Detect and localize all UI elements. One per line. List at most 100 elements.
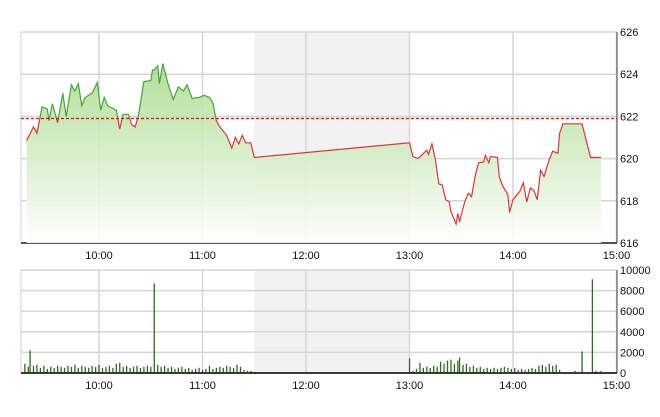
volume-bar (507, 368, 508, 373)
volume-bar (542, 365, 543, 373)
volume-bar (531, 368, 532, 373)
x-tick-label: 12:00 (292, 250, 320, 262)
y-tick-label: 4000 (620, 327, 644, 339)
volume-bar (538, 366, 539, 373)
volume-bar (487, 368, 488, 373)
y-tick-label: 618 (620, 196, 638, 208)
volume-bar (64, 368, 65, 373)
volume-bar (419, 363, 420, 373)
volume-bar (469, 367, 470, 373)
volume-bar (198, 368, 199, 373)
volume-bar (57, 366, 58, 373)
volume-bar (466, 364, 467, 373)
volume-bar (74, 365, 75, 373)
volume-bar (240, 367, 241, 373)
volume-bar (500, 368, 501, 373)
volume-bar (150, 367, 151, 373)
volume-bar (60, 367, 61, 373)
volume-bar (178, 368, 179, 373)
volume-bar (36, 365, 37, 373)
volume-bar (116, 364, 117, 373)
x-tick-label: 15:00 (603, 380, 631, 392)
volume-bar (430, 368, 431, 373)
volume-bar (181, 367, 182, 373)
y-tick-label: 10000 (620, 265, 651, 277)
volume-bar (545, 367, 546, 373)
volume-bar (437, 367, 438, 373)
volume-bar (28, 367, 29, 373)
volume-bar (67, 366, 68, 373)
volume-bar (476, 368, 477, 373)
volume-bar (88, 368, 89, 373)
volume-bar (426, 367, 427, 373)
volume-bar (233, 368, 234, 373)
volume-bar (223, 368, 224, 373)
volume-bar (581, 351, 582, 373)
volume-bar (102, 368, 103, 373)
volume-bar (592, 279, 593, 373)
volume-bar (147, 366, 148, 373)
volume-bar (552, 366, 553, 373)
volume-bar (167, 368, 168, 373)
volume-bar (129, 368, 130, 373)
volume-bar (133, 367, 134, 373)
volume-bar (92, 366, 93, 373)
volume-bar (230, 367, 231, 373)
y-tick-label: 626 (620, 27, 638, 39)
volume-bar (40, 368, 41, 373)
volume-bar (409, 359, 410, 373)
volume-bar (443, 364, 444, 373)
volume-bar (473, 366, 474, 373)
x-tick-label: 13:00 (396, 380, 424, 392)
y-tick-label: 8000 (620, 286, 644, 298)
x-tick-label: 13:00 (396, 250, 424, 262)
y-tick-label: 6000 (620, 306, 644, 318)
volume-bar (143, 367, 144, 373)
volume-bar (29, 350, 30, 373)
volume-bar (157, 365, 158, 373)
volume-bar (459, 358, 460, 373)
volume-bar (423, 368, 424, 373)
volume-bar (462, 365, 463, 373)
volume-bar (188, 368, 189, 373)
x-tick-label: 10:00 (85, 250, 113, 262)
volume-bar (109, 366, 110, 373)
x-tick-label: 14:00 (499, 250, 527, 262)
volume-bar (24, 364, 25, 373)
volume-bar (480, 367, 481, 373)
volume-bar (164, 366, 165, 373)
volume-bar (123, 367, 124, 373)
volume-bar (140, 368, 141, 373)
x-tick-label: 15:00 (603, 250, 631, 262)
volume-bar (171, 367, 172, 373)
volume-bar (33, 366, 34, 373)
volume-bar (450, 360, 451, 373)
x-tick-label: 12:00 (292, 380, 320, 392)
volume-bar (95, 367, 96, 373)
volume-bar (433, 366, 434, 373)
volume-bar (216, 368, 217, 373)
volume-bar (81, 366, 82, 373)
volume-bar (112, 368, 113, 373)
x-tick-label: 14:00 (499, 380, 527, 392)
volume-bar (105, 367, 106, 373)
volume-bar (493, 368, 494, 373)
volume-bar (454, 364, 455, 373)
volume-bar (504, 367, 505, 373)
volume-bar (154, 283, 155, 373)
y-tick-label: 624 (620, 69, 638, 81)
x-tick-label: 11:00 (189, 250, 216, 262)
volume-bar (71, 367, 72, 373)
y-tick-label: 622 (620, 111, 638, 123)
volume-bar (119, 363, 120, 373)
volume-bar (457, 361, 458, 373)
volume-bar (440, 362, 441, 373)
volume-bar (136, 366, 137, 373)
volume-bar (209, 366, 210, 373)
x-tick-label: 11:00 (189, 380, 216, 392)
y-tick-label: 2000 (620, 347, 644, 359)
volume-bar (78, 368, 79, 373)
volume-bar (50, 367, 51, 373)
